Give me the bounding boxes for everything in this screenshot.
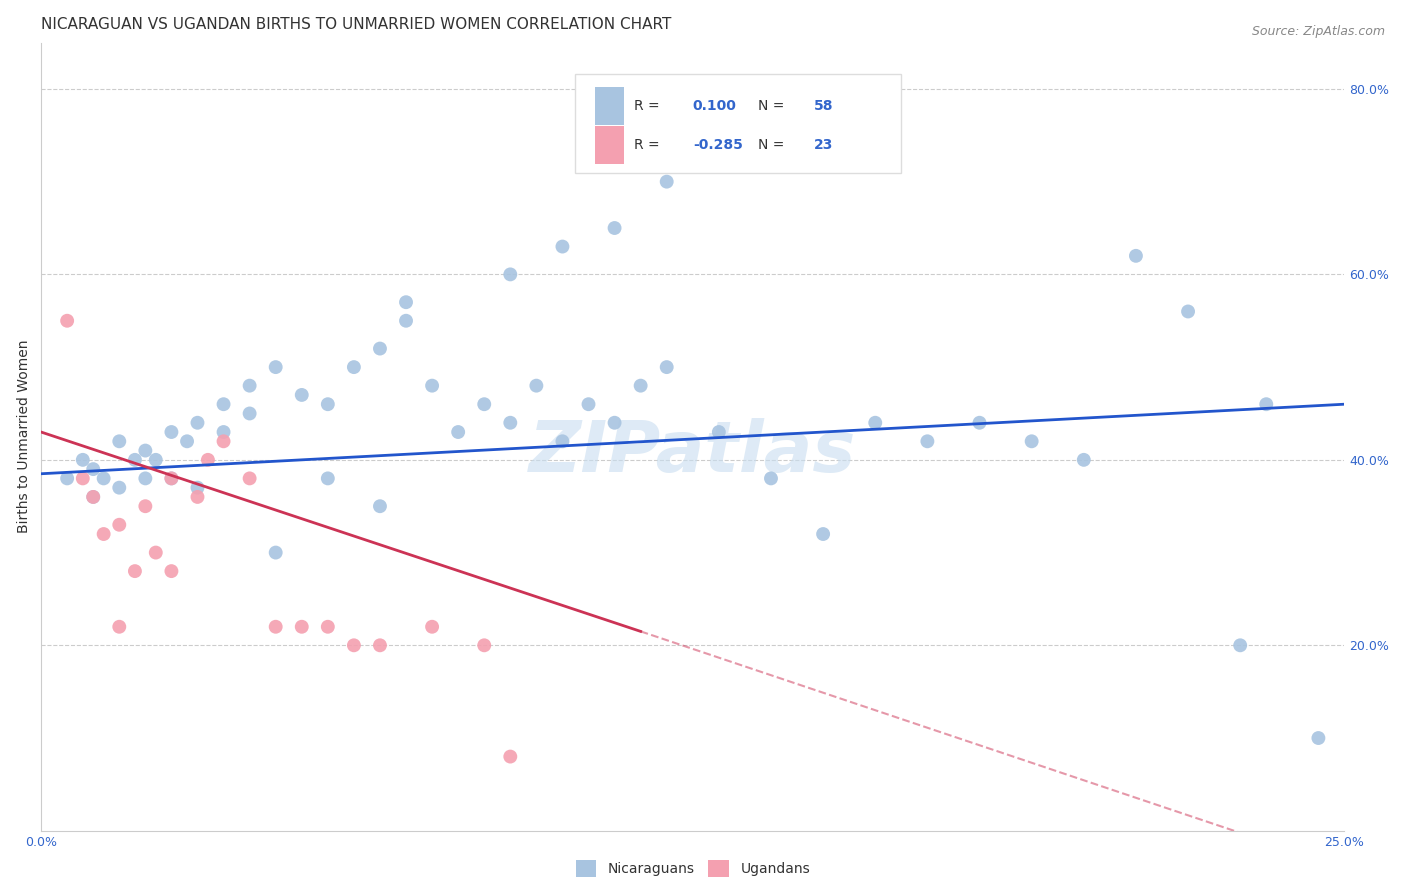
Point: [316, 397, 339, 411]
Point: [160, 425, 183, 439]
Point: [291, 388, 314, 402]
Text: 58: 58: [814, 99, 834, 112]
Point: [212, 434, 235, 449]
Point: [197, 453, 219, 467]
Point: [603, 221, 626, 235]
Point: [124, 564, 146, 578]
Point: [368, 342, 391, 356]
Point: [239, 378, 262, 392]
Point: [134, 471, 156, 485]
Point: [420, 378, 443, 392]
Point: [108, 620, 131, 634]
Point: [82, 462, 104, 476]
Point: [124, 453, 146, 467]
Point: [108, 517, 131, 532]
Point: [72, 453, 94, 467]
Point: [82, 490, 104, 504]
Point: [160, 564, 183, 578]
Point: [603, 416, 626, 430]
Point: [1308, 731, 1330, 745]
Point: [56, 314, 79, 328]
Text: Source: ZipAtlas.com: Source: ZipAtlas.com: [1251, 25, 1385, 38]
Point: [239, 471, 262, 485]
Point: [499, 749, 522, 764]
Point: [160, 471, 183, 485]
Point: [368, 638, 391, 652]
Point: [499, 416, 522, 430]
Point: [1021, 434, 1043, 449]
Point: [134, 443, 156, 458]
Point: [472, 397, 495, 411]
Text: -0.285: -0.285: [693, 138, 742, 152]
FancyBboxPatch shape: [595, 87, 624, 125]
Point: [160, 471, 183, 485]
Point: [578, 397, 600, 411]
Point: [1177, 304, 1199, 318]
Point: [82, 490, 104, 504]
Point: [108, 434, 131, 449]
Point: [186, 490, 208, 504]
Point: [969, 416, 991, 430]
Point: [551, 434, 574, 449]
Point: [524, 378, 547, 392]
Point: [447, 425, 470, 439]
Point: [811, 527, 834, 541]
Text: N =: N =: [758, 138, 789, 152]
Point: [499, 268, 522, 282]
Point: [93, 527, 115, 541]
Point: [420, 620, 443, 634]
Point: [395, 295, 418, 310]
Point: [472, 638, 495, 652]
Point: [395, 314, 418, 328]
Point: [1073, 453, 1095, 467]
Point: [630, 378, 652, 392]
Point: [655, 360, 678, 375]
Point: [145, 453, 167, 467]
FancyBboxPatch shape: [595, 126, 624, 164]
Point: [93, 471, 115, 485]
Point: [316, 471, 339, 485]
Text: N =: N =: [758, 99, 789, 112]
Point: [212, 425, 235, 439]
Point: [186, 416, 208, 430]
Point: [264, 360, 287, 375]
Point: [212, 397, 235, 411]
Point: [759, 471, 782, 485]
Point: [1229, 638, 1251, 652]
Text: 23: 23: [814, 138, 834, 152]
Point: [551, 239, 574, 253]
Point: [865, 416, 887, 430]
FancyBboxPatch shape: [575, 74, 901, 173]
Point: [1125, 249, 1147, 263]
Point: [368, 499, 391, 513]
Text: 0.100: 0.100: [693, 99, 737, 112]
Point: [264, 620, 287, 634]
Point: [145, 545, 167, 559]
Text: NICARAGUAN VS UGANDAN BIRTHS TO UNMARRIED WOMEN CORRELATION CHART: NICARAGUAN VS UGANDAN BIRTHS TO UNMARRIE…: [41, 17, 672, 32]
Point: [655, 175, 678, 189]
Text: R =: R =: [634, 138, 664, 152]
Point: [134, 499, 156, 513]
Point: [917, 434, 939, 449]
Text: R =: R =: [634, 99, 664, 112]
Point: [239, 407, 262, 421]
Point: [316, 620, 339, 634]
Point: [734, 128, 756, 143]
Point: [343, 638, 366, 652]
Point: [264, 545, 287, 559]
Point: [186, 481, 208, 495]
Point: [56, 471, 79, 485]
Y-axis label: Births to Unmarried Women: Births to Unmarried Women: [17, 340, 31, 533]
Point: [343, 360, 366, 375]
Point: [72, 471, 94, 485]
Point: [108, 481, 131, 495]
Point: [1256, 397, 1278, 411]
Legend: Nicaraguans, Ugandans: Nicaraguans, Ugandans: [569, 855, 815, 883]
Text: ZIPatlas: ZIPatlas: [529, 418, 856, 487]
Point: [707, 425, 730, 439]
Point: [176, 434, 198, 449]
Point: [291, 620, 314, 634]
